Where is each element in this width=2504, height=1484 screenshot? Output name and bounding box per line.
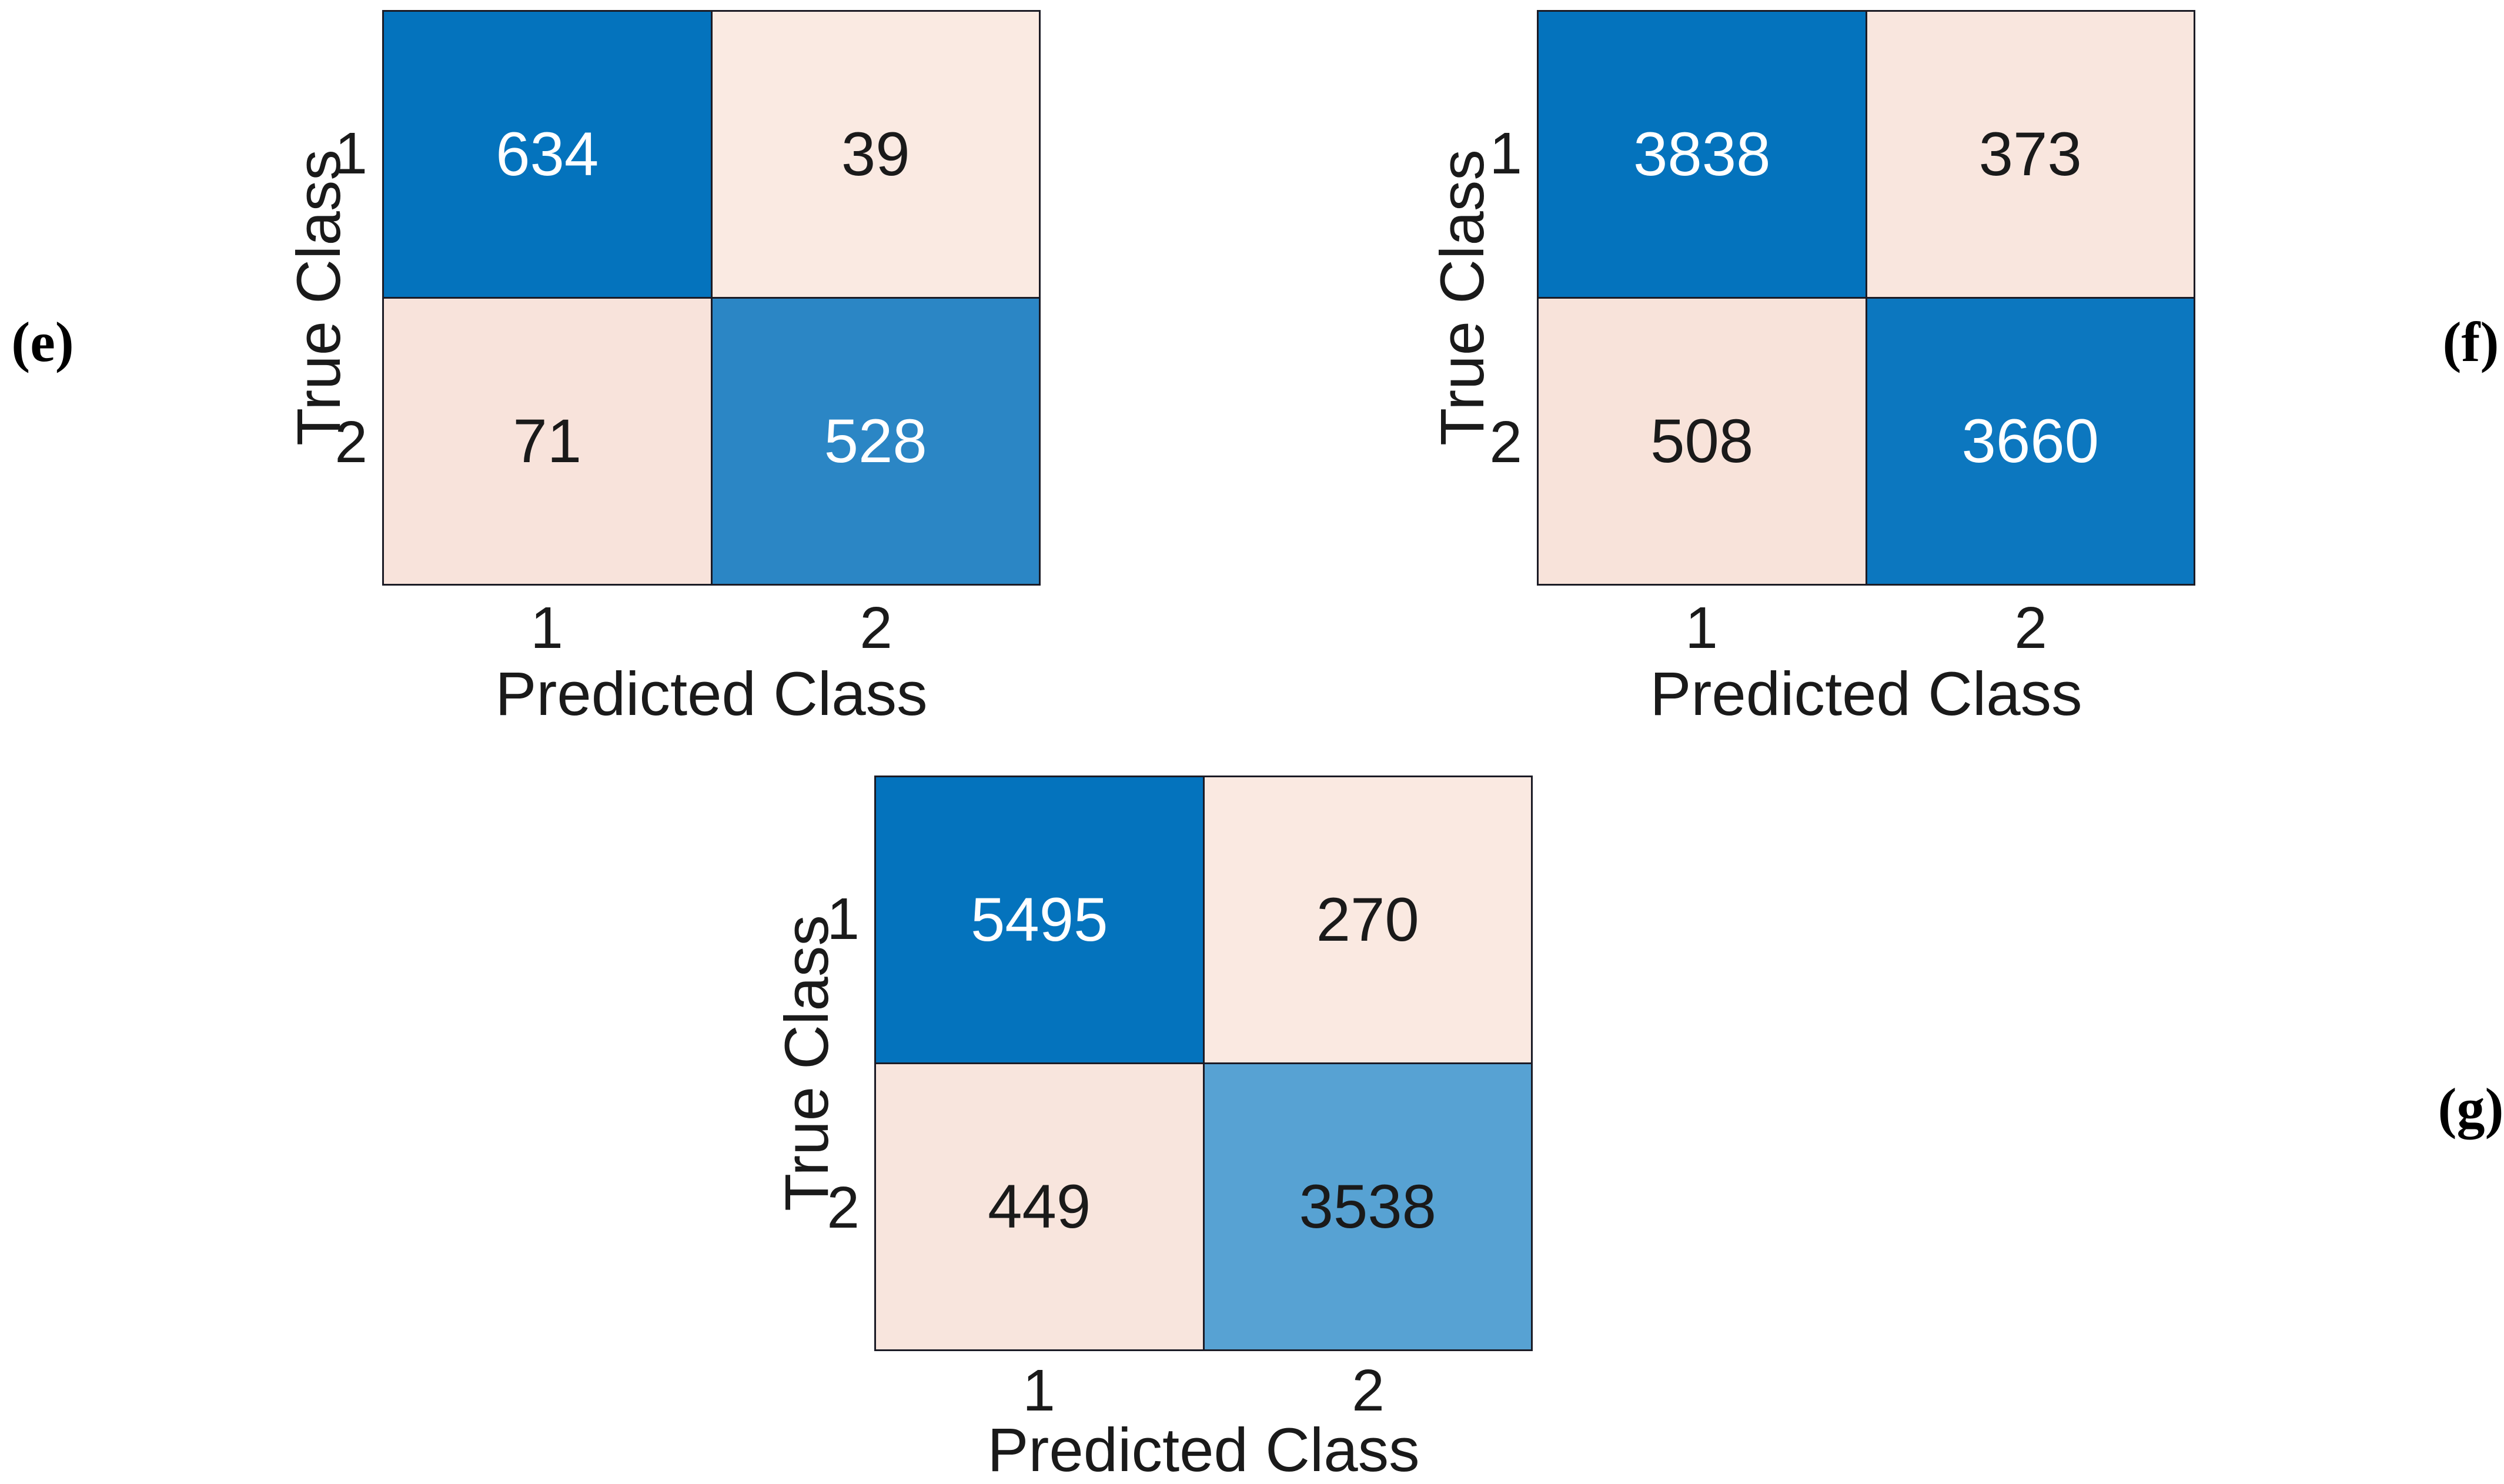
y-tick-f-2: 2 (1489, 409, 1522, 475)
x-ticks-e: 1 2 (382, 597, 1041, 659)
x-axis-label-f: Predicted Class (1650, 660, 2082, 728)
y-tick-f-1: 1 (1489, 120, 1522, 186)
x-tick-e-1: 1 (530, 594, 563, 661)
matrix-f-cell-r1c2: 373 (1867, 12, 2194, 297)
panel-letter-f: (f) (2442, 310, 2499, 373)
x-tick-f-2: 2 (2014, 594, 2047, 661)
matrix-e-cell-r2c1: 71 (384, 299, 711, 584)
confusion-matrix-g: 5495 270 449 3538 (874, 776, 1533, 1351)
confusion-matrix-e: 634 39 71 528 (382, 10, 1041, 586)
x-ticks-f: 1 2 (1537, 597, 2195, 659)
x-tick-f-1: 1 (1685, 594, 1718, 661)
matrix-g-cell-r1c1: 5495 (876, 777, 1203, 1062)
y-tick-g-1: 1 (827, 885, 860, 952)
x-tick-e-2: 2 (860, 594, 892, 661)
y-tick-g-2: 2 (827, 1174, 860, 1241)
x-tick-g-2: 2 (1352, 1358, 1385, 1423)
y-tick-e-2: 2 (335, 409, 367, 475)
matrix-g-cell-r1c2: 270 (1204, 777, 1531, 1062)
matrix-g-cell-r2c1: 449 (876, 1064, 1203, 1349)
panel-letter-e: (e) (11, 310, 74, 373)
panel-letter-g: (g) (2438, 1076, 2504, 1139)
x-axis-label-e: Predicted Class (495, 660, 928, 728)
matrix-f-cell-r2c2: 3660 (1867, 299, 2194, 584)
x-tick-g-1: 1 (1022, 1358, 1055, 1423)
matrix-e-cell-r1c1: 634 (384, 12, 711, 297)
x-ticks-g: 1 2 (874, 1361, 1533, 1420)
matrix-e-cell-r1c2: 39 (712, 12, 1039, 297)
matrix-e-cell-r2c2: 528 (712, 299, 1039, 584)
x-axis-label-g: Predicted Class (987, 1416, 1420, 1484)
y-tick-e-1: 1 (335, 120, 367, 186)
matrix-f-cell-r2c1: 508 (1539, 299, 1866, 584)
matrix-f-cell-r1c1: 3838 (1539, 12, 1866, 297)
confusion-matrix-f: 3838 373 508 3660 (1537, 10, 2195, 586)
matrix-g-cell-r2c2: 3538 (1204, 1064, 1531, 1349)
